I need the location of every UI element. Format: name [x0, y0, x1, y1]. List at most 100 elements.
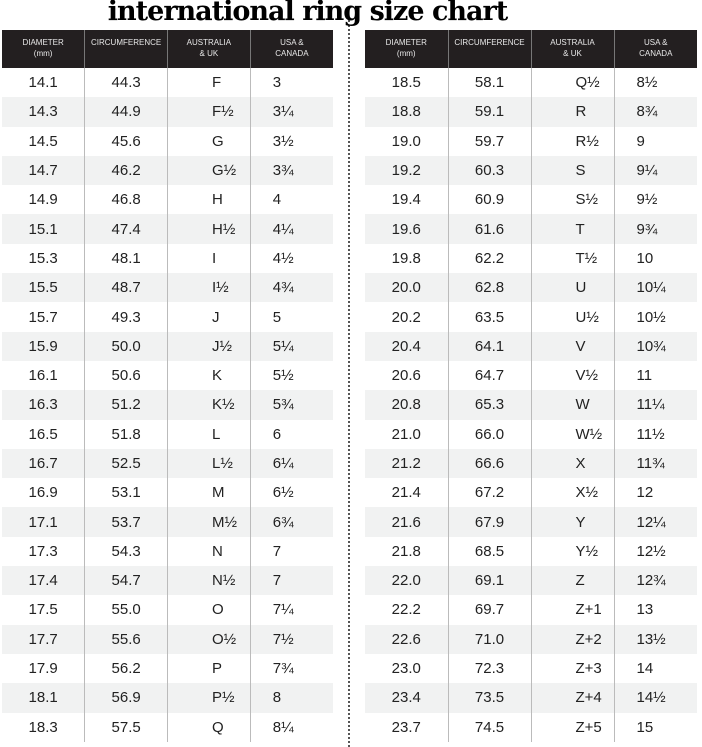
- us-ca-size-cell: 12¼: [614, 507, 697, 537]
- au-uk-size-cell: Z+1: [531, 595, 615, 625]
- table-row: 21.2 66.6 X 11¾: [365, 448, 697, 479]
- au-uk-size-cell: H: [167, 185, 251, 215]
- us-ca-size-cell: 7¾: [272, 660, 294, 678]
- table-row: 22.2 69.7 Z+1 13: [365, 595, 697, 625]
- table-row: 22.6 71.0 Z+2 13½: [365, 624, 697, 654]
- circumference-cell: 54.3: [84, 536, 168, 567]
- au-uk-size-cell: W: [531, 390, 615, 420]
- table-row: 14.5 45.6 G 3½: [2, 126, 333, 156]
- diameter-cell: 18.5: [365, 68, 449, 98]
- diameter-cell: 22.2: [365, 595, 449, 625]
- au-uk-size-cell: J½: [167, 331, 251, 361]
- au-uk-size-cell: L: [167, 419, 251, 449]
- au-uk-size-cell: I½: [167, 273, 251, 303]
- diameter-cell: 14.5: [2, 126, 86, 156]
- au-uk-size-cell: V½: [531, 360, 615, 391]
- table-row: 20.0 62.8 U 10¼: [365, 273, 697, 303]
- table-row: 14.3 44.9 F½ 3¼: [2, 97, 333, 127]
- au-uk-size-cell: Q½: [531, 68, 615, 98]
- circumference-cell: 64.1: [448, 331, 532, 361]
- table-row: 17.1 53.7 M½ 6¾: [2, 507, 333, 537]
- us-ca-size-cell: 5¼: [250, 331, 333, 361]
- circumference-cell: 64.7: [448, 360, 532, 391]
- table-row: 23.7 74.5 Z+5 15: [365, 712, 697, 742]
- us-ca-size-cell: 3½: [272, 132, 294, 150]
- us-ca-size-cell: 6¾: [250, 507, 333, 537]
- us-ca-size-cell: 6: [272, 425, 282, 443]
- au-uk-size-cell: S: [531, 155, 615, 186]
- au-uk-size-cell: M: [167, 478, 251, 508]
- table-row: 14.9 46.8 H 4: [2, 185, 333, 215]
- column-header-line: DIAMETER: [22, 38, 64, 47]
- au-uk-size-cell: Y: [531, 507, 615, 537]
- table-row: 18.1 56.9 P½ 8: [2, 683, 333, 713]
- circumference-cell: 56.2: [84, 653, 168, 684]
- us-ca-size-cell: 11: [636, 367, 653, 385]
- circumference-cell: 60.9: [448, 185, 532, 215]
- circumference-cell: 49.3: [84, 302, 168, 332]
- diameter-cell: 21.2: [365, 448, 449, 479]
- table-row: 21.6 67.9 Y 12¼: [365, 507, 697, 537]
- us-ca-size-cell: 9: [636, 132, 645, 150]
- column-header-line: USA &: [280, 38, 304, 47]
- circumference-cell: 56.9: [84, 683, 168, 713]
- table-row: 18.8 59.1 R 8¾: [365, 97, 697, 127]
- diameter-cell: 15.9: [2, 331, 86, 361]
- circumference-cell: 54.7: [84, 566, 168, 596]
- circumference-cell: 47.4: [84, 214, 168, 244]
- diameter-cell: 20.0: [365, 273, 449, 303]
- table-row: 18.3 57.5 Q 8¼: [2, 712, 333, 742]
- us-ca-size-cell: 3¼: [250, 97, 333, 127]
- us-ca-size-cell: 15: [636, 718, 654, 736]
- circumference-cell: 74.5: [448, 712, 532, 742]
- us-ca-size-cell: 14: [636, 660, 654, 678]
- table-row: 17.9 56.2 P 7¾: [2, 653, 333, 684]
- us-ca-size-cell: 11¼: [614, 390, 697, 420]
- table-row: 23.0 72.3 Z+3 14: [365, 653, 697, 684]
- us-ca-size-cell: 9½: [636, 191, 658, 209]
- au-uk-size-cell: S½: [531, 185, 615, 215]
- diameter-cell: 17.9: [2, 653, 86, 684]
- circumference-cell: 69.7: [448, 595, 532, 625]
- us-ca-size-cell: 4¼: [250, 214, 333, 244]
- chart-title: international ring size chart: [107, 0, 508, 27]
- column-header: AUSTRALIA & UK: [531, 30, 615, 68]
- au-uk-size-cell: Z: [531, 566, 615, 596]
- table-row: 21.4 67.2 X½ 12: [365, 478, 697, 508]
- diameter-cell: 19.0: [365, 126, 449, 156]
- diameter-cell: 16.3: [2, 390, 86, 420]
- circumference-cell: 62.2: [448, 243, 532, 274]
- diameter-cell: 17.5: [2, 595, 86, 625]
- us-ca-size-cell: 8½: [636, 74, 658, 92]
- au-uk-size-cell: T: [531, 214, 615, 244]
- au-uk-size-cell: P½: [167, 683, 251, 713]
- diameter-cell: 22.0: [365, 566, 449, 596]
- ring-size-table-left: DIAMETER (mm) CIRCUMFERENCE AUSTRALIA & UK US…: [2, 30, 333, 742]
- circumference-cell: 52.5: [84, 448, 168, 479]
- circumference-cell: 71.0: [448, 624, 532, 654]
- us-ca-size-cell: 7: [272, 542, 282, 560]
- us-ca-size-cell: 9¾: [614, 214, 697, 244]
- circumference-cell: 65.3: [448, 390, 532, 420]
- us-ca-size-cell: 8¼: [272, 718, 294, 736]
- diameter-cell: 19.6: [365, 214, 449, 244]
- diameter-cell: 15.7: [2, 302, 86, 332]
- circumference-cell: 72.3: [448, 653, 532, 684]
- au-uk-size-cell: X½: [531, 478, 615, 508]
- column-header-line: USA &: [643, 38, 668, 47]
- column-header-line: AUSTRALIA: [550, 38, 595, 47]
- au-uk-size-cell: I: [167, 243, 251, 274]
- au-uk-size-cell: Q: [167, 712, 251, 742]
- au-uk-size-cell: K: [167, 360, 251, 391]
- us-ca-size-cell: 10: [636, 249, 654, 267]
- table-row: 16.1 50.6 K 5½: [2, 360, 333, 391]
- diameter-cell: 19.2: [365, 155, 449, 186]
- dotted-divider: [348, 20, 350, 747]
- us-ca-size-cell: 6¼: [250, 448, 333, 479]
- au-uk-size-cell: W½: [531, 419, 615, 449]
- column-header-line: (mm): [396, 49, 416, 58]
- diameter-cell: 20.8: [365, 390, 449, 420]
- column-header-line: & UK: [563, 49, 582, 58]
- us-ca-size-cell: 13½: [614, 624, 697, 654]
- diameter-cell: 14.3: [2, 97, 86, 127]
